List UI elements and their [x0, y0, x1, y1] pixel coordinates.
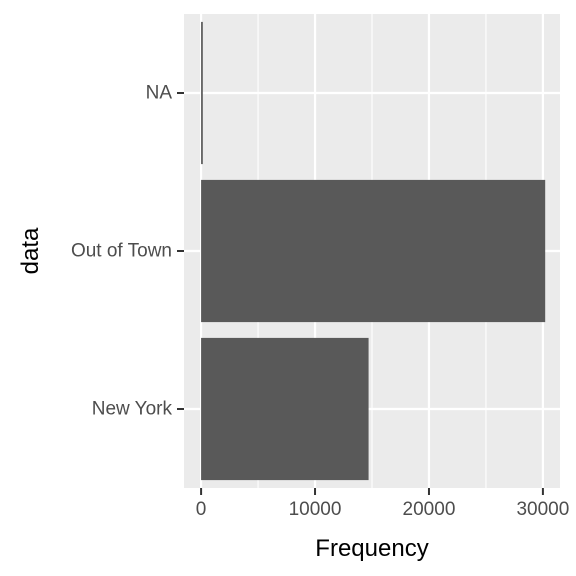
- y-tick-label: NA: [146, 83, 173, 104]
- bar-na: [201, 21, 203, 165]
- y-axis: New York Out of Town NA: [71, 83, 184, 420]
- y-tick-label: Out of Town: [71, 241, 172, 262]
- x-axis-title: Frequency: [315, 535, 428, 562]
- bars: [201, 21, 546, 481]
- bar-out-of-town: [201, 179, 546, 323]
- bar-new-york: [201, 337, 369, 481]
- x-tick-label: 20000: [403, 499, 456, 520]
- x-tick-label: 30000: [516, 499, 569, 520]
- x-axis: 0 10000 20000 30000: [196, 488, 569, 520]
- x-tick-label: 0: [196, 499, 207, 520]
- y-axis-title: data: [17, 227, 44, 274]
- y-tick-label: New York: [92, 399, 173, 420]
- x-tick-label: 10000: [289, 499, 342, 520]
